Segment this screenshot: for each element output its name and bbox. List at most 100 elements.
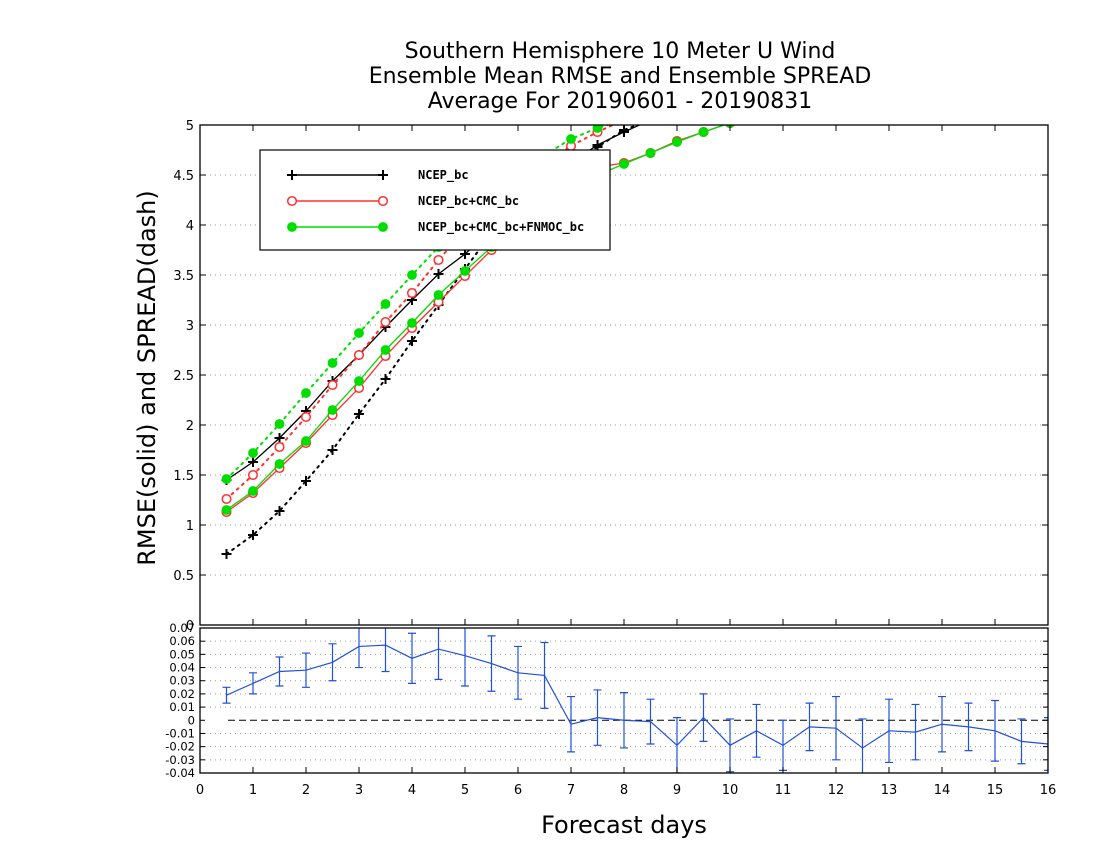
plus-marker <box>592 140 603 150</box>
y-tick-label: 4.5 <box>173 169 194 184</box>
plus-marker <box>407 336 417 346</box>
plus-marker <box>460 249 470 259</box>
bottom-series <box>222 628 1048 773</box>
filled-circle-marker <box>620 116 629 125</box>
filled-circle-marker <box>354 328 364 338</box>
y-tick-label: 4 <box>186 219 194 234</box>
x-tick-label: 1 <box>249 783 257 798</box>
open-circle-marker <box>433 254 444 266</box>
plus-marker <box>327 445 338 455</box>
chart-title-line: Average For 20190601 - 20190831 <box>428 89 813 114</box>
plus-marker <box>274 433 285 443</box>
plus-marker <box>380 374 391 384</box>
open-circle-marker <box>623 125 625 126</box>
plus-marker <box>301 476 311 486</box>
filled-circle-marker <box>221 505 232 515</box>
spread-line <box>225 125 611 480</box>
filled-circle-marker <box>274 419 285 429</box>
filled-circle-marker <box>407 270 417 280</box>
y-tick-label: 2.5 <box>173 369 194 384</box>
filled-circle-marker <box>619 159 629 169</box>
plus-marker <box>248 457 258 467</box>
difference-series <box>222 628 1048 773</box>
filled-circle-marker <box>327 405 338 415</box>
x-tick-label: 7 <box>567 783 575 798</box>
x-tick-label: 14 <box>934 783 951 798</box>
open-circle-marker <box>406 287 418 299</box>
legend-entry: NCEP_bc+CMC_bc+FNMOC_bc <box>287 220 584 235</box>
open-circle-marker <box>286 195 298 207</box>
plus-marker <box>221 549 232 559</box>
legend-label: NCEP_bc+CMC_bc <box>418 194 519 209</box>
y-tick-label: 0.01 <box>169 700 195 714</box>
difference-line <box>226 644 1048 749</box>
y-tick-label: -0.04 <box>165 766 195 780</box>
y-tick-label: -0.02 <box>165 740 195 754</box>
x-tick-label: 13 <box>881 783 898 798</box>
filled-circle-marker <box>460 266 470 276</box>
plus-marker <box>646 115 656 125</box>
filled-circle-marker <box>433 290 444 300</box>
filled-circle-marker <box>645 148 656 158</box>
plus-marker <box>378 170 388 180</box>
open-circle-marker <box>221 493 232 505</box>
x-axis-label: Forecast days <box>541 811 707 839</box>
filled-circle-marker <box>327 358 338 368</box>
y-tick-label: 3.5 <box>173 269 194 284</box>
x-tick-label: 0 <box>196 783 204 798</box>
x-tick-label: 15 <box>987 783 1004 798</box>
filled-circle-marker <box>592 125 603 133</box>
y-tick-label: 0 <box>186 619 194 634</box>
filled-circle-marker <box>407 318 417 328</box>
filled-circle-marker <box>380 299 391 309</box>
y-tick-label: 0.06 <box>169 634 195 648</box>
y-tick-label: -0.03 <box>165 753 195 767</box>
x-tick-label: 9 <box>673 783 681 798</box>
x-tick-label: 12 <box>828 783 845 798</box>
y-tick-label: 0.04 <box>169 661 195 675</box>
legend-entry: NCEP_bc <box>287 168 469 183</box>
legend-box <box>259 149 611 251</box>
filled-circle-marker <box>698 127 709 137</box>
y-tick-label: 5 <box>186 119 194 134</box>
open-circle-marker <box>274 441 285 453</box>
x-tick-label: 8 <box>620 783 628 798</box>
y-tick-label: 2 <box>186 419 194 434</box>
x-tick-label: 4 <box>408 783 416 798</box>
filled-circle-marker <box>301 436 311 446</box>
y-axis-label: RMSE(solid) and SPREAD(dash) <box>133 190 161 566</box>
bottom-grid <box>200 640 1048 761</box>
x-tick-label: 2 <box>302 783 310 798</box>
x-tick-label: 6 <box>514 783 522 798</box>
legend-entry: NCEP_bc+CMC_bc <box>286 194 519 209</box>
filled-circle-marker <box>380 345 391 355</box>
y-tick-label: 0.5 <box>173 569 194 584</box>
y-tick-label: 0.02 <box>169 687 195 701</box>
open-circle-marker <box>327 379 338 391</box>
legend: NCEP_bc NCEP_bc+CMC_bc NCEP_bc+CMC_bc+FNMO… <box>259 149 611 251</box>
chart-title: Southern Hemisphere 10 Meter U WindEnsem… <box>369 39 872 114</box>
y-tick-label: 1 <box>186 519 194 534</box>
legend-label: NCEP_bc <box>418 168 469 183</box>
filled-circle-marker <box>287 222 297 232</box>
filled-circle-marker <box>221 474 232 484</box>
filled-circle-marker <box>354 376 364 386</box>
plus-marker <box>274 506 285 516</box>
x-tick-label: 10 <box>722 783 739 798</box>
y-tick-label: -0.01 <box>165 726 195 740</box>
plus-marker <box>287 170 297 180</box>
filled-circle-marker <box>248 448 258 458</box>
chart-title-line: Ensemble Mean RMSE and Ensemble SPREAD <box>369 64 872 89</box>
x-tick-label: 3 <box>355 783 363 798</box>
y-tick-label: 0.07 <box>169 621 195 635</box>
chart-title-line: Southern Hemisphere 10 Meter U Wind <box>405 39 836 64</box>
filled-circle-marker <box>248 486 258 496</box>
plus-marker <box>646 115 656 125</box>
y-tick-label: 0.03 <box>169 674 195 688</box>
filled-circle-marker <box>301 388 311 398</box>
open-circle-marker <box>380 316 391 328</box>
filled-circle-marker <box>672 137 682 147</box>
filled-circle-marker <box>274 459 285 469</box>
error-bar <box>1044 717 1048 771</box>
